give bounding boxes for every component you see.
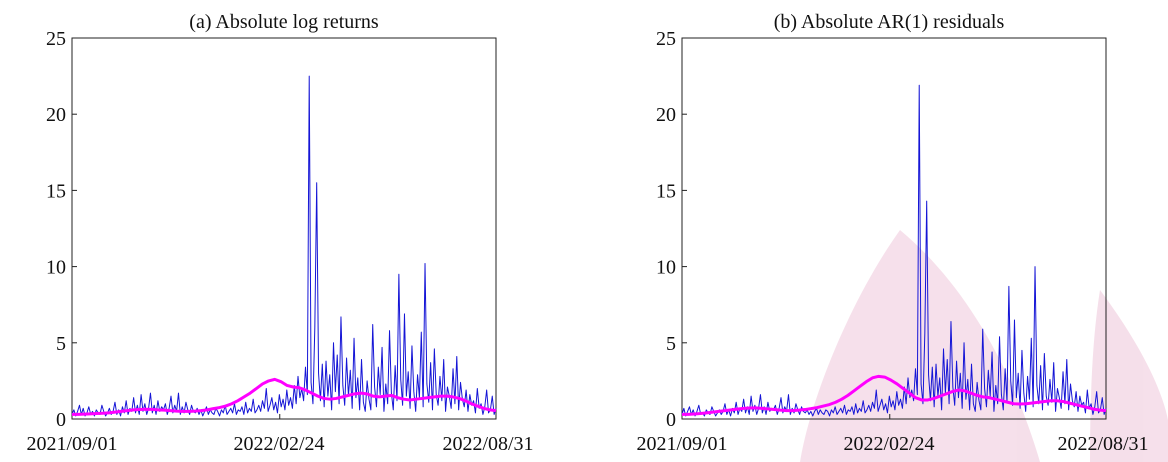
panel-a-x-tick-end: 2022/08/31: [442, 433, 533, 455]
panel-a-y-tick-label: 20: [46, 104, 66, 126]
panel-b-y-tick-label: 0: [666, 409, 676, 431]
panel-b-axes-box: [681, 37, 1107, 420]
panel-b-y-ticks: 0 5 10 15 20 25: [656, 28, 687, 431]
panel-a-y-tick-label: 5: [56, 333, 66, 355]
panel-a-title: (a) Absolute log returns: [189, 11, 379, 33]
watermark: [800, 230, 1168, 462]
panel-b-x-ticks: 2021/09/01 2022/02/24 2022/08/31: [636, 414, 1149, 455]
panel-b-x-tick-end: 2022/08/31: [1057, 433, 1148, 455]
panel-b: (b) Absolute AR(1) residuals 0510152025 …: [636, 11, 1148, 455]
panel-a-x-ticks: 2021/09/01 2022/02/24 2022/08/31: [26, 414, 534, 455]
panel-b-y-tick-label: 20: [656, 104, 676, 126]
panel-a-y-tick-label: 0: [56, 409, 66, 431]
panel-b-smoothed-series-line: [682, 374, 1107, 416]
panel-a-x-tick-start: 2021/09/01: [26, 433, 117, 455]
panel-a-absolute-series-line: [71, 75, 497, 417]
panel-a-axes-box: [71, 37, 497, 420]
panel-b-y-tick-label: 15: [656, 180, 676, 202]
panel-a-y-ticks: 0 5 10 15 20 25: [46, 28, 77, 431]
panel-b-y-tick-label: 25: [656, 28, 676, 50]
panel-b-series: [681, 84, 1107, 417]
panel-a-y-tick-label: 10: [46, 257, 66, 279]
panel-a-smoothed-series-line: [72, 377, 497, 416]
panel-a-x-tick-mid: 2022/02/24: [233, 433, 324, 455]
panel-a-y-tick-label: 25: [46, 28, 66, 50]
panel-b-title: (b) Absolute AR(1) residuals: [774, 11, 1005, 33]
panel-a-series: [71, 75, 497, 417]
panel-b-y-tick-label: 10: [656, 257, 676, 279]
panel-b-x-tick-mid: 2022/02/24: [843, 433, 934, 455]
panel-b-y-tick-label: 5: [666, 333, 676, 355]
panel-b-x-tick-start: 2021/09/01: [636, 433, 727, 455]
panel-a: (a) Absolute log returns 0 5 10 15 20 25 2021…: [26, 11, 533, 455]
panel-a-y-tick-label: 15: [46, 180, 66, 202]
